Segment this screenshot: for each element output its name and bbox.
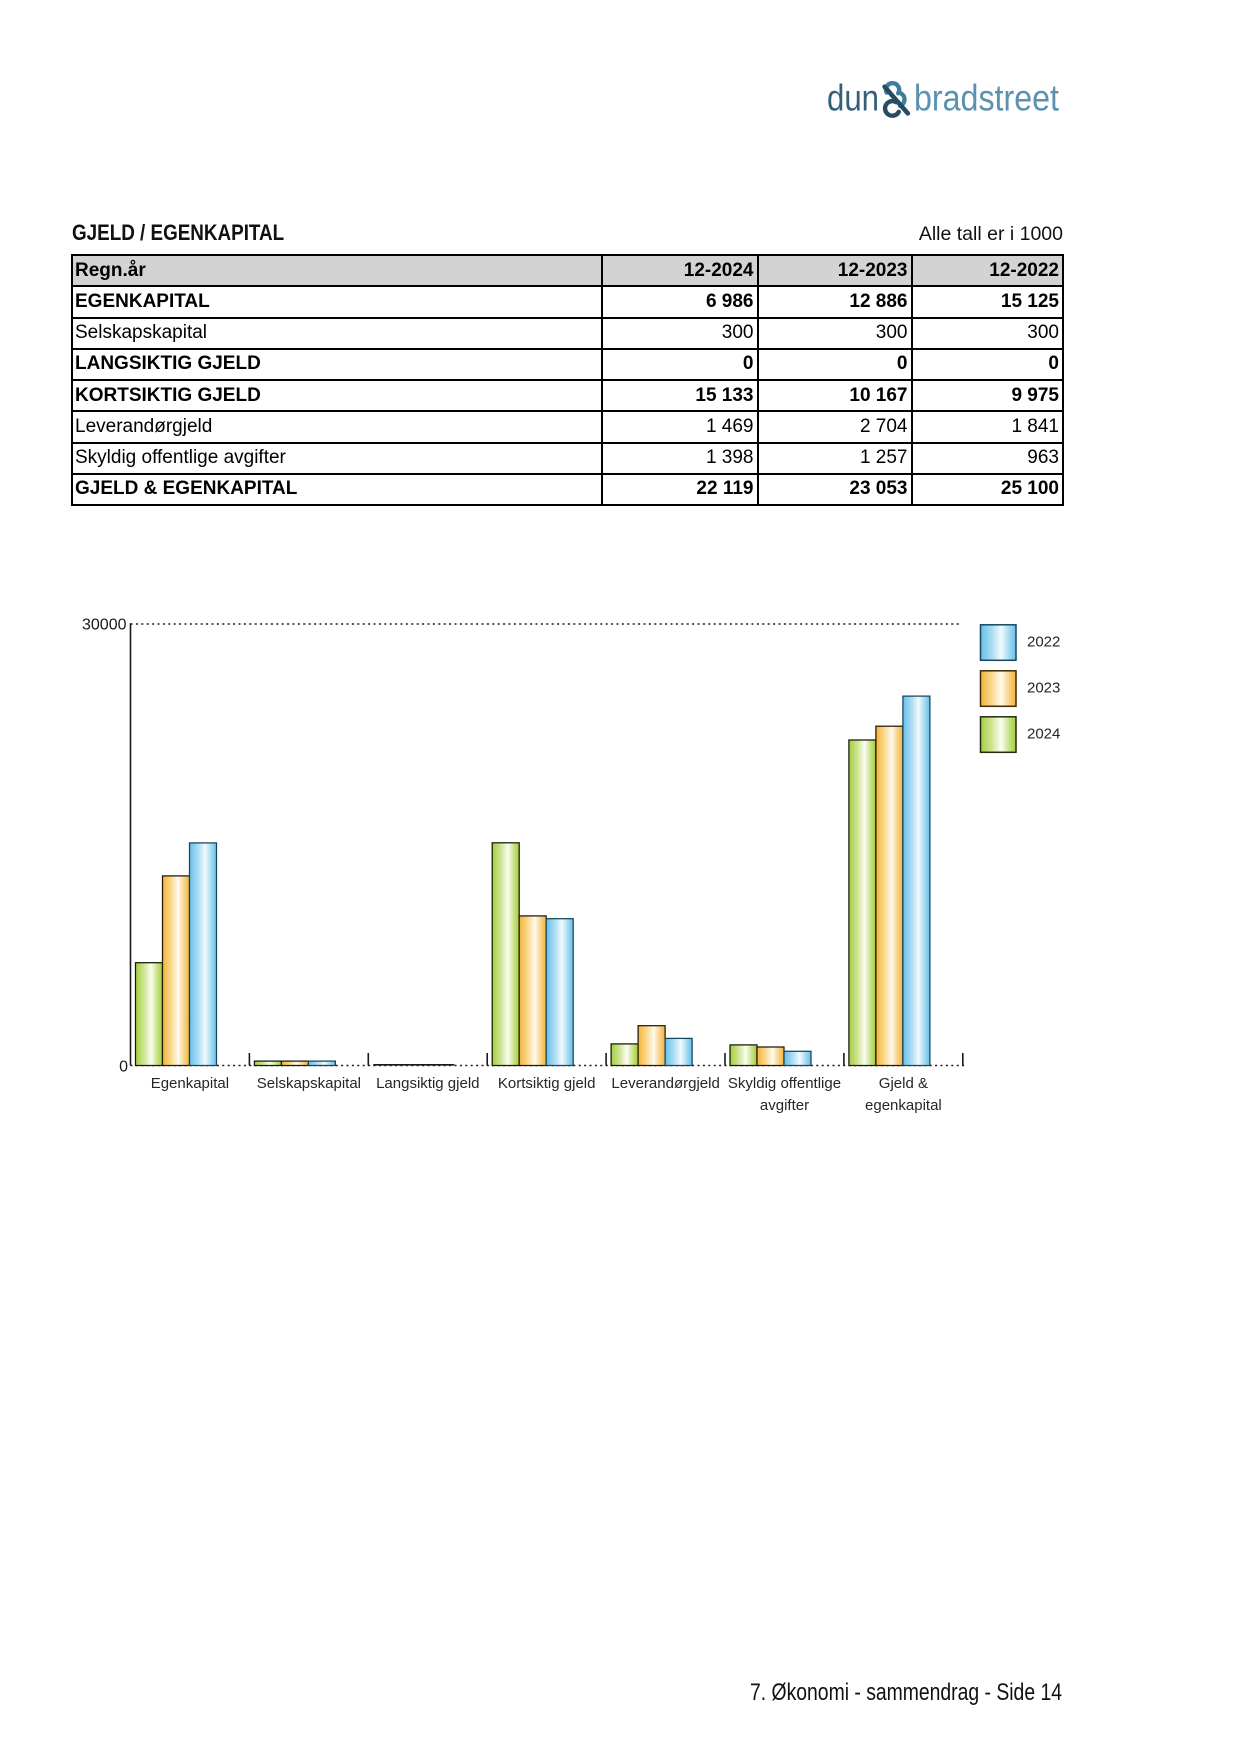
svg-text:2024: 2024 xyxy=(1027,726,1060,743)
svg-text:Langsiktig gjeld: Langsiktig gjeld xyxy=(376,1075,479,1092)
svg-text:egenkapital: egenkapital xyxy=(865,1097,942,1114)
svg-text:Gjeld &: Gjeld & xyxy=(879,1075,928,1092)
svg-text:avgifter: avgifter xyxy=(760,1097,809,1114)
svg-text:Egenkapital: Egenkapital xyxy=(151,1075,229,1092)
svg-text:Selskapskapital: Selskapskapital xyxy=(257,1075,361,1092)
svg-text:dun: dun xyxy=(827,78,879,119)
svg-text:bradstreet: bradstreet xyxy=(914,78,1060,119)
svg-text:0: 0 xyxy=(119,1059,128,1076)
svg-text:Skyldig offentlige: Skyldig offentlige xyxy=(728,1075,841,1092)
svg-text:Leverandørgjeld: Leverandørgjeld xyxy=(611,1075,719,1092)
svg-text:30000: 30000 xyxy=(82,617,127,634)
svg-text:2023: 2023 xyxy=(1027,680,1060,697)
svg-text:2022: 2022 xyxy=(1027,634,1060,651)
svg-text:Kortsiktig gjeld: Kortsiktig gjeld xyxy=(498,1075,596,1092)
